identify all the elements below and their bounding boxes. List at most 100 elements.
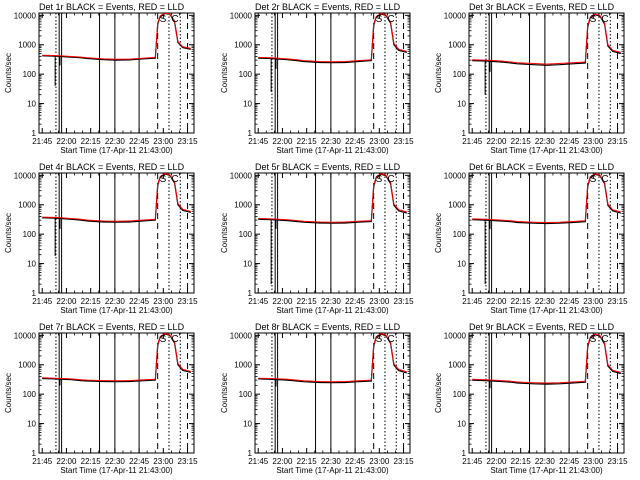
x-tick-label: 22:30 [105, 137, 126, 146]
panel-title: Det 8r BLACK = Events, RED = LLD [255, 322, 401, 332]
y-axis-label: Counts/sec [4, 213, 13, 253]
y-tick-label: 10 [27, 420, 36, 429]
annotation-c: C [171, 14, 178, 25]
series-red-lld [258, 13, 407, 63]
detector-panel-4: 1 10 100 1000 10000 21:45 22:00 22:15 22:30 22:45… [4, 162, 198, 315]
y-tick-label: 1000 [448, 201, 466, 210]
annotation-c: C [171, 334, 178, 345]
y-axis-label: Counts/sec [4, 53, 13, 93]
y-tick-label: 100 [239, 230, 253, 239]
y-tick-label: 10000 [230, 11, 253, 20]
x-tick-label: 22:15 [297, 297, 318, 306]
y-axis-label: Counts/sec [434, 213, 443, 253]
annotation-c: C [387, 334, 394, 345]
x-tick-label: 21:45 [248, 297, 269, 306]
data-area [258, 13, 407, 92]
annotation-s: S [376, 14, 383, 25]
x-tick-label: 22:00 [272, 457, 293, 466]
series-red-lld [258, 333, 407, 383]
x-tick-label: 21:45 [462, 137, 483, 146]
y-tick-label: 1 [248, 449, 253, 458]
y-axis-label: Counts/sec [220, 213, 229, 253]
x-tick-label: 22:00 [56, 297, 77, 306]
x-tick-label: 22:45 [345, 457, 366, 466]
series-black-events [472, 14, 621, 66]
series-red-lld [42, 173, 191, 222]
y-tick-label: 100 [453, 70, 467, 79]
x-tick-label: 23:15 [394, 297, 415, 306]
x-tick-label: 22:00 [486, 297, 507, 306]
y-axis-label: Counts/sec [4, 373, 13, 413]
detector-panel-3: 1 10 100 1000 10000 21:45 22:00 22:15 22:30 22:45… [434, 2, 628, 155]
x-tick-label: 23:15 [608, 297, 629, 306]
y-tick-label: 1 [248, 129, 253, 138]
data-area [42, 333, 191, 386]
x-tick-label: 21:45 [32, 457, 53, 466]
x-axis-label: Start Time (17-Apr-11 21:43:00) [490, 466, 603, 475]
y-tick-label: 1000 [234, 361, 252, 370]
annotation-c: C [601, 14, 608, 25]
x-tick-label: 22:45 [129, 457, 150, 466]
y-tick-label: 1000 [18, 41, 36, 50]
x-tick-label: 22:15 [511, 137, 532, 146]
x-tick-label: 23:00 [153, 297, 174, 306]
y-tick-label: 1000 [18, 361, 36, 370]
x-tick-label: 22:15 [511, 457, 532, 466]
x-tick-label: 23:00 [583, 457, 604, 466]
data-area [472, 333, 621, 389]
panel-title: Det 5r BLACK = Events, RED = LLD [255, 162, 401, 172]
annotation-s: S [590, 14, 597, 25]
x-tick-label: 22:30 [535, 457, 556, 466]
data-area [42, 13, 191, 86]
y-tick-label: 10 [27, 260, 36, 269]
annotation-c: C [601, 174, 608, 185]
y-tick-label: 1 [32, 129, 37, 138]
x-axis-label: Start Time (17-Apr-11 21:43:00) [276, 306, 389, 315]
annotation-s: S [376, 334, 383, 345]
x-tick-label: 23:15 [394, 457, 415, 466]
panel-title: Det 9r BLACK = Events, RED = LLD [469, 322, 615, 332]
x-tick-label: 21:45 [462, 457, 483, 466]
y-tick-label: 10000 [444, 171, 467, 180]
x-tick-label: 22:45 [345, 137, 366, 146]
y-tick-label: 10 [243, 420, 252, 429]
detector-panel-6: 1 10 100 1000 10000 21:45 22:00 22:15 22:30 22:45… [434, 162, 628, 315]
y-axis-label: Counts/sec [434, 373, 443, 413]
detector-panel-5: 1 10 100 1000 10000 21:45 22:00 22:15 22:30 22:45… [220, 162, 414, 315]
annotation-s: S [160, 334, 167, 345]
annotation-c: C [387, 14, 394, 25]
x-axis-label: Start Time (17-Apr-11 21:43:00) [490, 306, 603, 315]
data-area [258, 173, 407, 285]
x-tick-label: 21:45 [32, 137, 53, 146]
y-tick-label: 1 [462, 449, 467, 458]
y-tick-label: 1 [248, 289, 253, 298]
detector-panel-2: 1 10 100 1000 10000 21:45 22:00 22:15 22:30 22:45… [220, 2, 414, 155]
y-tick-label: 1000 [234, 201, 252, 210]
series-red-lld [472, 333, 621, 384]
plot-frame [468, 332, 625, 454]
x-axis-label: Start Time (17-Apr-11 21:43:00) [60, 146, 173, 155]
panel-title: Det 7r BLACK = Events, RED = LLD [39, 322, 185, 332]
x-axis-label: Start Time (17-Apr-11 21:43:00) [276, 466, 389, 475]
plot-frame [38, 332, 195, 454]
x-tick-label: 22:00 [486, 137, 507, 146]
x-tick-label: 22:15 [297, 137, 318, 146]
x-tick-label: 21:45 [32, 297, 53, 306]
y-tick-label: 100 [453, 230, 467, 239]
x-tick-label: 22:30 [321, 297, 342, 306]
x-tick-label: 23:00 [583, 137, 604, 146]
panel-title: Det 6r BLACK = Events, RED = LLD [469, 162, 615, 172]
x-tick-label: 22:45 [559, 457, 580, 466]
x-tick-label: 22:00 [272, 137, 293, 146]
y-tick-label: 1000 [234, 41, 252, 50]
x-tick-label: 23:00 [369, 137, 390, 146]
x-axis-label: Start Time (17-Apr-11 21:43:00) [60, 306, 173, 315]
panel-title: Det 1r BLACK = Events, RED = LLD [39, 2, 185, 12]
y-tick-label: 1 [462, 129, 467, 138]
data-area [42, 173, 191, 257]
series-red-lld [472, 173, 621, 224]
y-tick-label: 10 [27, 100, 36, 109]
plot-frame [468, 172, 625, 294]
annotation-s: S [160, 174, 167, 185]
